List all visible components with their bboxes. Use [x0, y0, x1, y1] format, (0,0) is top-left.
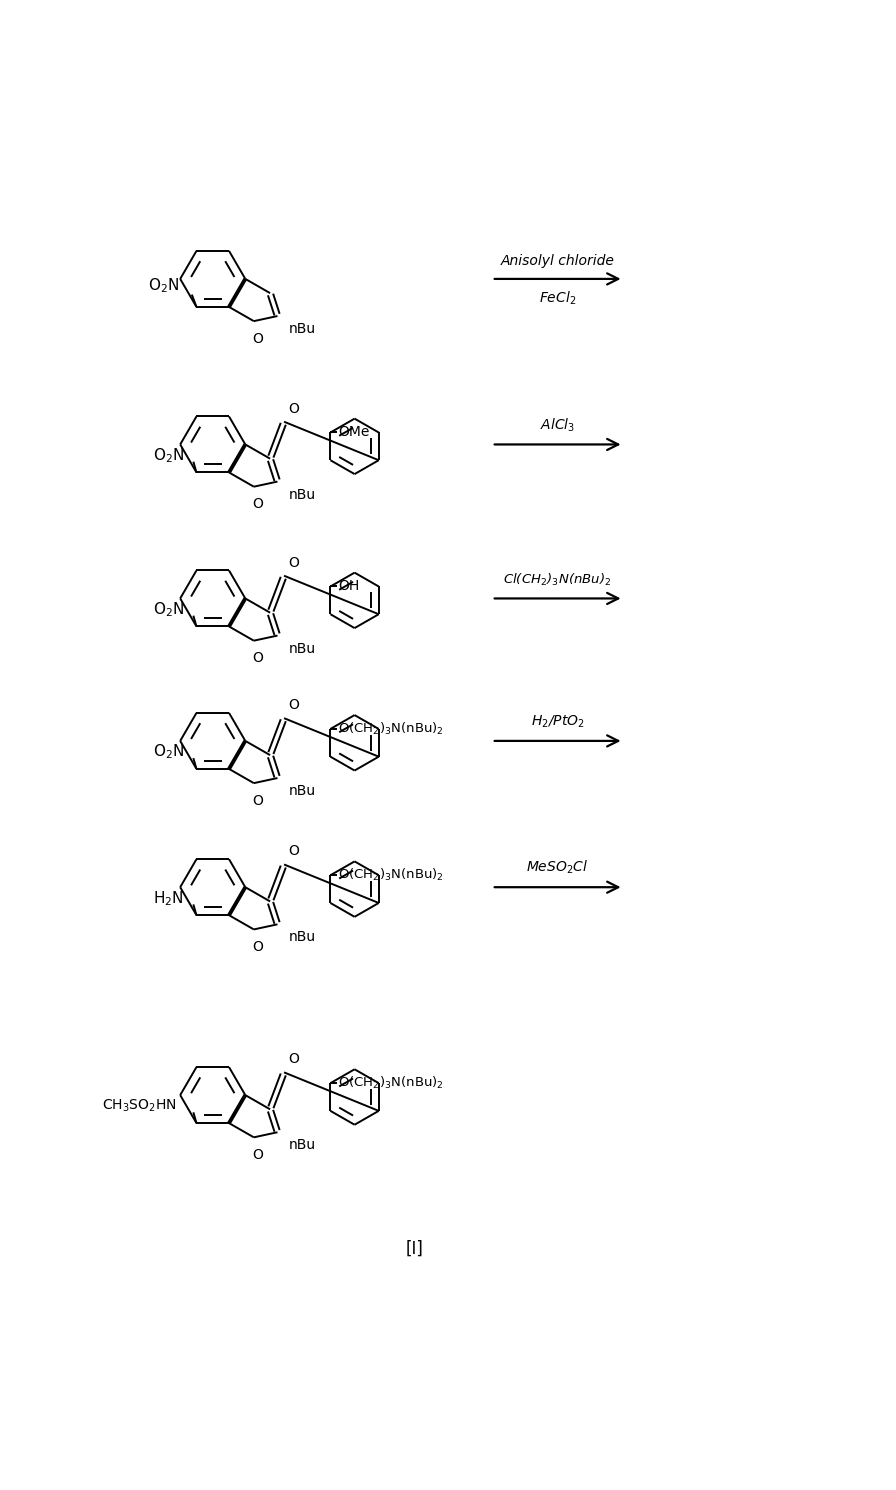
Text: O: O: [253, 498, 263, 511]
Text: O: O: [253, 332, 263, 346]
Text: O: O: [288, 1052, 298, 1067]
Text: CH$_3$SO$_2$HN: CH$_3$SO$_2$HN: [101, 1098, 177, 1115]
Text: nBu: nBu: [289, 322, 315, 337]
Text: O(CH$_2$)$_3$N(nBu)$_2$: O(CH$_2$)$_3$N(nBu)$_2$: [338, 1076, 444, 1091]
Text: O: O: [253, 940, 263, 954]
Text: nBu: nBu: [289, 784, 315, 799]
Text: OMe: OMe: [338, 426, 369, 440]
Text: O: O: [253, 651, 263, 666]
Text: O: O: [288, 556, 298, 569]
Text: FeCl$_2$: FeCl$_2$: [538, 289, 576, 307]
Text: nBu: nBu: [289, 930, 315, 945]
Text: Cl(CH$_2$)$_3$N(nBu)$_2$: Cl(CH$_2$)$_3$N(nBu)$_2$: [504, 572, 612, 587]
Text: nBu: nBu: [289, 1138, 315, 1152]
Text: O: O: [288, 845, 298, 858]
Text: O$_2$N: O$_2$N: [153, 446, 184, 465]
Text: OH: OH: [338, 580, 359, 593]
Text: H$_2$N: H$_2$N: [153, 890, 184, 907]
Text: nBu: nBu: [289, 487, 315, 502]
Text: H$_2$/PtO$_2$: H$_2$/PtO$_2$: [530, 714, 584, 730]
Text: MeSO$_2$Cl: MeSO$_2$Cl: [527, 860, 589, 876]
Text: [I]: [I]: [405, 1240, 423, 1258]
Text: AlCl$_3$: AlCl$_3$: [540, 416, 575, 434]
Text: nBu: nBu: [289, 642, 315, 656]
Text: Anisolyl chloride: Anisolyl chloride: [501, 255, 615, 268]
Text: O: O: [288, 697, 298, 712]
Text: O$_2$N: O$_2$N: [148, 276, 179, 295]
Text: O(CH$_2$)$_3$N(nBu)$_2$: O(CH$_2$)$_3$N(nBu)$_2$: [338, 867, 444, 884]
Text: O$_2$N: O$_2$N: [153, 600, 184, 618]
Text: O: O: [253, 1149, 263, 1162]
Text: O: O: [253, 794, 263, 808]
Text: O(CH$_2$)$_3$N(nBu)$_2$: O(CH$_2$)$_3$N(nBu)$_2$: [338, 721, 444, 738]
Text: O: O: [288, 402, 298, 416]
Text: O$_2$N: O$_2$N: [153, 742, 184, 761]
